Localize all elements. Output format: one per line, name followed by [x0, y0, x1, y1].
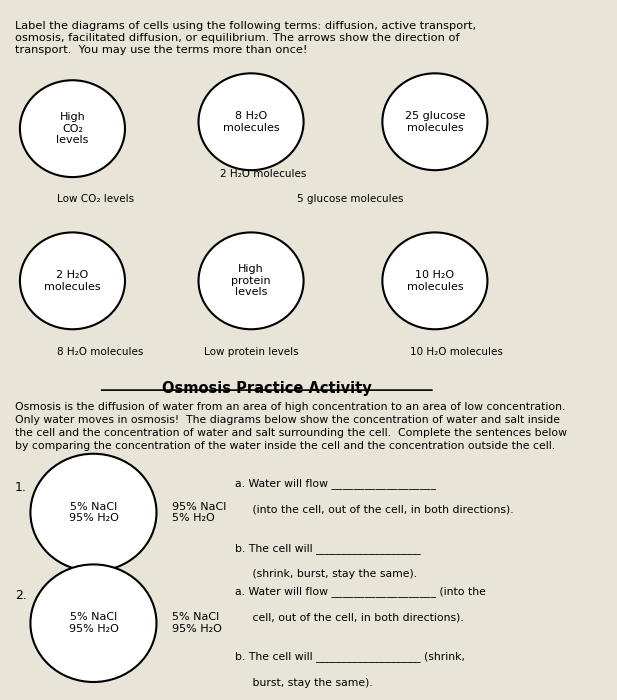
- Text: 10 H₂O molecules: 10 H₂O molecules: [410, 347, 503, 357]
- Text: 5% NaCl
95% H₂O: 5% NaCl 95% H₂O: [68, 502, 118, 524]
- Ellipse shape: [383, 232, 487, 329]
- Text: High
protein
levels: High protein levels: [231, 264, 271, 298]
- Ellipse shape: [30, 564, 157, 682]
- Ellipse shape: [20, 232, 125, 329]
- Text: 95% NaCl
5% H₂O: 95% NaCl 5% H₂O: [172, 502, 226, 524]
- Ellipse shape: [20, 80, 125, 177]
- Text: (shrink, burst, stay the same).: (shrink, burst, stay the same).: [235, 569, 418, 580]
- Text: Osmosis is the diffusion of water from an area of high concentration to an area : Osmosis is the diffusion of water from a…: [15, 402, 566, 452]
- Text: 10 H₂O
molecules: 10 H₂O molecules: [407, 270, 463, 292]
- Text: (into the cell, out of the cell, in both directions).: (into the cell, out of the cell, in both…: [235, 504, 514, 514]
- Text: 8 H₂O
molecules: 8 H₂O molecules: [223, 111, 280, 132]
- Text: a. Water will flow ___________________ (into the: a. Water will flow ___________________ (…: [235, 587, 486, 598]
- Text: Low CO₂ levels: Low CO₂ levels: [57, 194, 134, 204]
- Text: b. The cell will ___________________ (shrink,: b. The cell will ___________________ (sh…: [235, 652, 465, 662]
- Text: 8 H₂O molecules: 8 H₂O molecules: [57, 347, 143, 357]
- Text: 5% NaCl
95% H₂O: 5% NaCl 95% H₂O: [172, 612, 222, 634]
- Text: Low protein levels: Low protein levels: [204, 347, 299, 357]
- Text: a. Water will flow ___________________: a. Water will flow ___________________: [235, 478, 436, 489]
- Ellipse shape: [383, 74, 487, 170]
- Text: Osmosis Practice Activity: Osmosis Practice Activity: [162, 381, 371, 396]
- Text: 25 glucose
molecules: 25 glucose molecules: [405, 111, 465, 132]
- Text: 5% NaCl
95% H₂O: 5% NaCl 95% H₂O: [68, 612, 118, 634]
- Text: 2.: 2.: [15, 589, 27, 601]
- Text: High
CO₂
levels: High CO₂ levels: [56, 112, 89, 146]
- Text: Label the diagrams of cells using the following terms: diffusion, active transpo: Label the diagrams of cells using the fo…: [15, 22, 476, 55]
- Ellipse shape: [199, 232, 304, 329]
- Text: 5 glucose molecules: 5 glucose molecules: [297, 194, 404, 204]
- Text: b. The cell will ___________________: b. The cell will ___________________: [235, 543, 421, 554]
- Text: 1.: 1.: [15, 482, 27, 494]
- Ellipse shape: [199, 74, 304, 170]
- Text: burst, stay the same).: burst, stay the same).: [235, 678, 373, 688]
- Text: cell, out of the cell, in both directions).: cell, out of the cell, in both direction…: [235, 612, 464, 623]
- Ellipse shape: [30, 454, 157, 571]
- Text: 2 H₂O
molecules: 2 H₂O molecules: [44, 270, 101, 292]
- Text: 2 H₂O molecules: 2 H₂O molecules: [220, 169, 306, 178]
